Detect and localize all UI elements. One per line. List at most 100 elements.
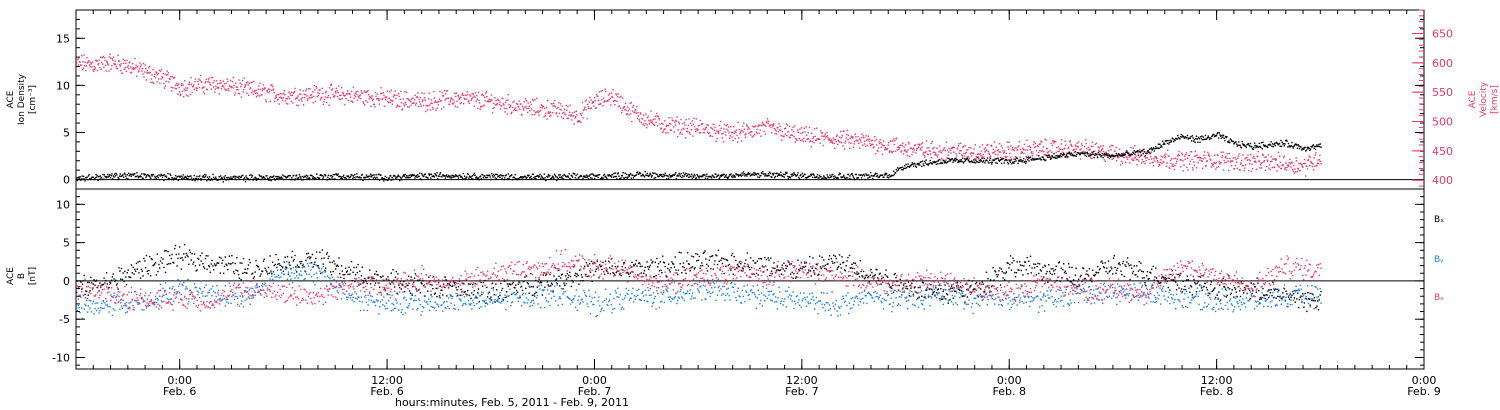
- density-series-point: [1038, 155, 1040, 157]
- density-series-point: [342, 176, 344, 178]
- density-series-point: [693, 176, 695, 178]
- velocity-series-point: [1134, 156, 1137, 159]
- velocity-series-point: [574, 117, 576, 119]
- velocity-series-point: [129, 61, 131, 63]
- density-series-point: [990, 161, 992, 164]
- b-series-bx-point: [125, 276, 127, 278]
- velocity-series-point: [335, 92, 337, 94]
- velocity-series-point: [871, 144, 873, 146]
- velocity-series-point: [679, 131, 682, 133]
- b-series-bx-point: [133, 273, 135, 275]
- velocity-series-point: [804, 131, 806, 133]
- velocity-series-point: [347, 99, 349, 102]
- velocity-series-point: [488, 98, 490, 100]
- density-series-point: [1193, 138, 1196, 141]
- density-series-point: [650, 176, 653, 178]
- b-series-bx-point: [693, 268, 695, 270]
- velocity-series-point: [223, 86, 225, 88]
- b-series-bx-point: [451, 285, 453, 287]
- velocity-series-point: [994, 150, 996, 152]
- velocity-series-point: [914, 144, 916, 146]
- b-series-bx-point: [120, 267, 123, 270]
- velocity-series-point: [767, 122, 769, 125]
- density-series-point: [610, 175, 612, 177]
- density-series-point: [670, 174, 673, 177]
- density-series-point: [726, 176, 728, 178]
- velocity-series-point: [402, 98, 404, 100]
- density-series-point: [1200, 136, 1202, 138]
- velocity-series-point: [870, 140, 872, 142]
- velocity-series-point: [1232, 157, 1234, 159]
- velocity-series-point: [485, 90, 488, 93]
- density-series-point: [1314, 148, 1317, 151]
- velocity-series-point: [568, 114, 570, 116]
- velocity-series-point: [1217, 166, 1220, 168]
- density-series-point: [313, 176, 316, 179]
- b-series-bx-point: [418, 289, 420, 291]
- velocity-series-point: [1140, 162, 1143, 164]
- velocity-series-point: [1103, 150, 1105, 153]
- b-series-bx-point: [314, 261, 316, 263]
- b-series-bx-point: [692, 256, 695, 258]
- density-series-point: [963, 160, 965, 163]
- velocity-series-point: [126, 66, 129, 68]
- velocity-series-point: [1108, 158, 1111, 160]
- velocity-series-point: [301, 100, 303, 102]
- density-series-point: [470, 176, 472, 178]
- density-series-point: [1121, 155, 1124, 157]
- density-series-point: [850, 178, 852, 180]
- density-series-point: [1131, 154, 1133, 156]
- b-series-bx-point: [730, 254, 733, 257]
- velocity-series-point: [119, 63, 121, 66]
- density-series-point: [255, 179, 258, 181]
- velocity-series-point: [1073, 151, 1075, 153]
- velocity-series-point: [791, 134, 794, 137]
- velocity-series-point: [294, 87, 296, 90]
- velocity-series-point: [738, 137, 740, 139]
- velocity-series-point: [537, 111, 540, 114]
- velocity-series-point: [1172, 165, 1174, 168]
- velocity-series-point: [1115, 146, 1117, 149]
- density-series-point: [432, 175, 435, 177]
- velocity-series-point: [636, 117, 639, 120]
- velocity-series-point: [948, 151, 950, 153]
- density-series-point: [1283, 142, 1285, 145]
- b-series-bx-point: [511, 293, 513, 295]
- velocity-series-point: [208, 77, 210, 79]
- density-series-point: [1239, 144, 1241, 147]
- velocity-series-point: [516, 103, 519, 106]
- velocity-series-point: [580, 121, 582, 123]
- density-series-point: [454, 175, 456, 178]
- b-series-bx-point: [126, 272, 128, 274]
- velocity-series-point: [751, 131, 753, 133]
- velocity-series-point: [398, 93, 400, 95]
- density-series-point: [402, 175, 404, 177]
- velocity-series-point: [1027, 145, 1029, 147]
- b-series-bx-point: [642, 275, 644, 278]
- density-series-point: [179, 176, 182, 178]
- velocity-series-point: [265, 101, 267, 103]
- density-series-point: [230, 176, 232, 178]
- density-series-point: [489, 176, 491, 178]
- density-series-point: [903, 165, 906, 167]
- velocity-series-point: [1008, 148, 1010, 150]
- velocity-series-point: [572, 115, 575, 117]
- velocity-series-point: [1051, 144, 1053, 147]
- velocity-series-point: [90, 63, 93, 65]
- velocity-series-point: [1120, 164, 1122, 166]
- velocity-series-point: [677, 129, 679, 131]
- density-series-point: [685, 172, 687, 175]
- velocity-series-point: [1045, 139, 1047, 141]
- velocity-series-point: [1296, 160, 1298, 162]
- b-series-bx-point: [588, 275, 590, 277]
- density-series-point: [387, 177, 390, 180]
- b-series-bx-point: [151, 258, 153, 261]
- density-series-point: [1105, 152, 1108, 155]
- density-series-point: [533, 177, 536, 179]
- velocity-series-point: [1069, 141, 1071, 143]
- density-series-point: [174, 174, 177, 177]
- b-series-bx-point: [548, 285, 550, 287]
- velocity-series-point: [918, 146, 920, 148]
- b-series-bx-point: [623, 262, 625, 264]
- velocity-series-point: [871, 139, 873, 142]
